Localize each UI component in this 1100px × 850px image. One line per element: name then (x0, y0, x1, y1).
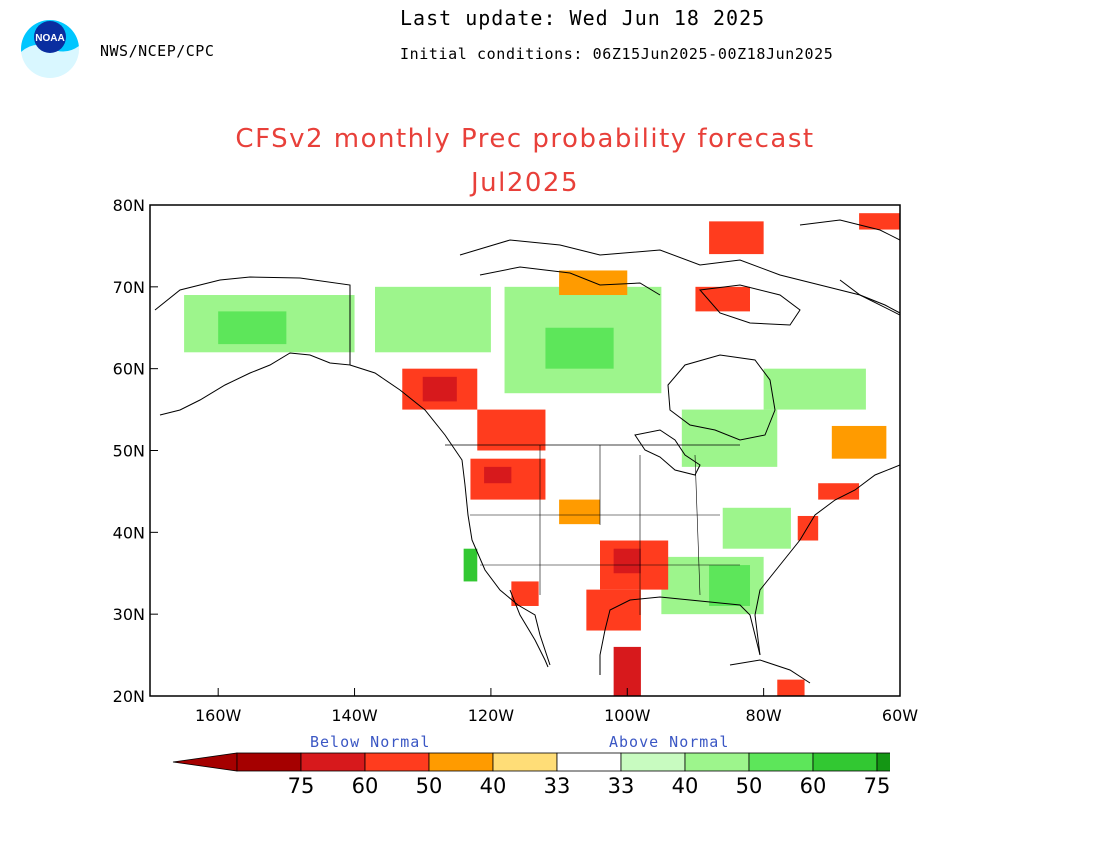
caribbean-coast (729, 659, 811, 684)
x-tick-label: 100W (604, 706, 651, 725)
below-normal-region (613, 548, 641, 574)
forecast-map: 160W 140W 120W 100W 80W 60W 80N 70N 60N 50N 40N 30N… (113, 196, 919, 725)
legend-swatch (876, 752, 890, 772)
gulf-coast (599, 596, 761, 675)
legend-value: 75 (864, 774, 890, 798)
above-normal-region (763, 368, 866, 410)
above-normal-region (218, 311, 287, 345)
below-normal-region (511, 581, 539, 606)
below-normal-region (777, 679, 805, 696)
agency-label: NWS/NCEP/CPC (100, 42, 215, 60)
atlantic-coast (754, 464, 900, 656)
legend-swatch (620, 752, 686, 772)
below-normal-region (484, 466, 512, 484)
above-normal-region (375, 286, 491, 353)
legend-swatch (492, 752, 558, 772)
alaska-coast (154, 276, 351, 416)
baja-coast (509, 589, 549, 668)
y-tick-label: 80N (113, 196, 145, 215)
legend-swatch (812, 752, 878, 772)
legend-value: 60 (352, 774, 379, 798)
y-tick-label: 50N (113, 442, 145, 461)
below-normal-label: Below Normal (310, 733, 430, 751)
legend-swatch (236, 752, 302, 772)
above-normal-region (681, 409, 778, 467)
below-normal-region (477, 409, 546, 451)
x-tick-label: 140W (331, 706, 378, 725)
legend-swatch (748, 752, 814, 772)
y-tick-label: 30N (113, 605, 145, 624)
below-normal-region (695, 286, 750, 312)
map-title: CFSv2 monthly Prec probability forecast (235, 124, 815, 154)
west-coast (349, 364, 551, 666)
legend-swatch (300, 752, 366, 772)
legend-value: 33 (608, 774, 635, 798)
last-update: Last update: Wed Jun 18 2025 (400, 6, 766, 30)
y-tick-label: 60N (113, 360, 145, 379)
legend-value: 75 (288, 774, 315, 798)
legend-arrow-left (172, 752, 238, 772)
legend-bar (172, 752, 890, 772)
x-tick-label: 160W (195, 706, 242, 725)
above-normal-region (722, 507, 791, 549)
coastlines (154, 219, 900, 684)
y-tick-label: 20N (113, 687, 145, 706)
below-normal-region (422, 376, 457, 402)
legend-value: 50 (416, 774, 443, 798)
above-normal-region (463, 548, 478, 582)
y-tick-label: 40N (113, 523, 145, 542)
y-tick-label: 70N (113, 278, 145, 297)
x-tick-label: 80W (746, 706, 782, 725)
legend-swatch (364, 752, 430, 772)
above-normal-label: Above Normal (609, 733, 729, 751)
legend-value: 40 (480, 774, 507, 798)
below-normal-region (859, 213, 900, 230)
legend-value: 60 (800, 774, 827, 798)
legend-swatch (428, 752, 494, 772)
x-tick-label: 120W (468, 706, 515, 725)
below-normal-region (586, 589, 641, 631)
hudson-bay (667, 354, 776, 441)
legend-values: 75 60 50 40 33 33 40 50 60 75 (288, 774, 890, 798)
legend-value: 40 (672, 774, 699, 798)
legend-value: 50 (736, 774, 763, 798)
below-normal-region (559, 499, 600, 525)
below-normal-region (818, 483, 860, 500)
above-normal-region (709, 565, 750, 606)
map-axes: 160W 140W 120W 100W 80W 60W 80N 70N 60N 50N 40N 30N… (113, 196, 919, 725)
probability-regions (184, 213, 900, 696)
below-normal-region (797, 515, 819, 541)
initial-conditions: Initial conditions: 06Z15Jun2025-00Z18Ju… (400, 45, 834, 63)
below-normal-region (709, 221, 764, 255)
above-normal-region (545, 327, 614, 369)
noaa-logo: NOAA (20, 18, 80, 81)
logo-text: NOAA (35, 33, 64, 44)
x-tick-label: 60W (882, 706, 918, 725)
greenland-coast (839, 279, 900, 314)
probability-legend: Below Normal Above Normal 75 60 50 40 33 33 40… (172, 733, 890, 798)
below-normal-region (613, 646, 641, 696)
below-normal-region (831, 425, 887, 459)
legend-value: 33 (544, 774, 571, 798)
legend-swatch (684, 752, 750, 772)
great-lakes (634, 429, 701, 476)
map-subtitle: Jul2025 (470, 168, 580, 198)
legend-swatch (556, 752, 622, 772)
arctic-islands (459, 239, 900, 316)
